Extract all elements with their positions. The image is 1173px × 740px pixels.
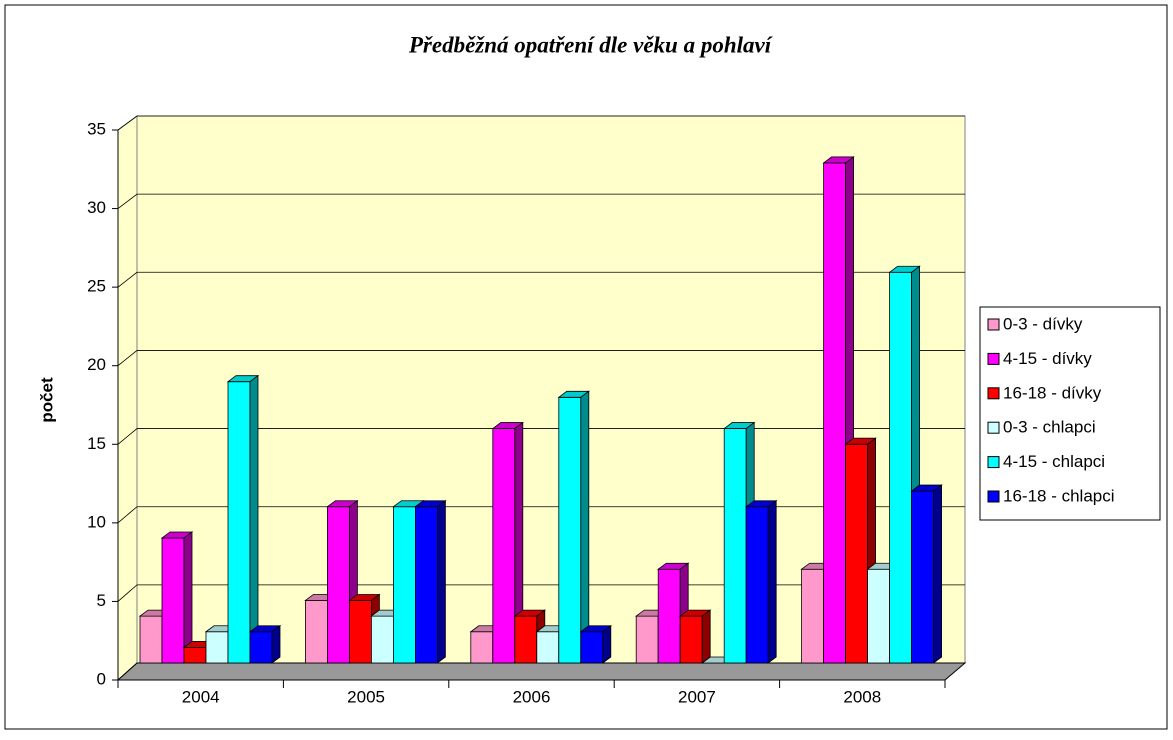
bar-front	[183, 646, 207, 664]
bar-side	[271, 624, 281, 664]
bar	[414, 499, 447, 664]
x-tick-label: 2006	[513, 687, 551, 706]
bar-front	[139, 615, 163, 664]
bar-front	[161, 537, 185, 664]
bar-front	[723, 428, 747, 664]
bar	[844, 437, 877, 664]
bar-side	[436, 499, 446, 664]
bar-front	[392, 506, 416, 664]
bar-front	[370, 615, 394, 664]
bar-front	[205, 631, 229, 664]
bar-front	[889, 271, 912, 664]
y-tick-label: 20	[87, 355, 106, 374]
x-tick-label: 2005	[347, 687, 385, 706]
legend-swatch	[987, 387, 1000, 400]
bar-side	[580, 390, 590, 664]
floor	[116, 662, 967, 681]
bar	[248, 624, 282, 664]
y-tick-label: 5	[97, 591, 106, 610]
legend	[979, 306, 1161, 521]
y-tick-label: 30	[87, 198, 106, 217]
grid-line	[117, 115, 965, 131]
x-tick-label: 2007	[678, 687, 716, 706]
bar	[326, 499, 359, 664]
legend-label: 4-15 - chlapci	[1003, 452, 1105, 471]
bar-front	[414, 506, 438, 664]
bar-front	[536, 631, 560, 664]
grid-line	[117, 506, 965, 524]
legend-label: 0-3 - chlapci	[1003, 418, 1096, 437]
bar	[745, 499, 778, 664]
bar-front	[823, 162, 846, 664]
bar-front	[514, 615, 538, 664]
grid-line	[117, 584, 965, 602]
bar-front	[657, 568, 681, 664]
bar	[160, 531, 194, 664]
legend-swatch	[987, 456, 1000, 469]
bar-front	[679, 615, 703, 664]
bar	[557, 390, 590, 664]
chart-title: Předběžná opatření dle věku a pohlaví	[408, 32, 773, 57]
bar	[226, 374, 260, 664]
grid-line	[117, 428, 965, 445]
y-tick-label: 0	[97, 669, 106, 688]
side-wall	[117, 115, 138, 682]
y-axis-label: počet	[37, 377, 56, 423]
bar-side	[701, 609, 711, 664]
legend-swatch	[987, 490, 1000, 503]
legend-swatch	[987, 421, 1000, 434]
x-tick-label: 2004	[182, 687, 220, 706]
bar-front	[249, 631, 273, 664]
bar-front	[635, 615, 659, 664]
y-tick-label: 25	[87, 277, 106, 296]
bar-front	[801, 568, 824, 664]
legend-swatch	[987, 318, 1000, 331]
bar-front	[348, 600, 372, 664]
bar-front	[304, 600, 328, 664]
bar-side	[933, 484, 942, 664]
bar	[579, 624, 612, 664]
grid-line	[117, 271, 965, 288]
grid-line	[117, 193, 965, 209]
grid-line	[117, 350, 965, 367]
bar-side	[249, 374, 259, 664]
bar-side	[602, 624, 612, 664]
bar-front	[492, 428, 516, 664]
bar-front	[326, 506, 350, 664]
legend-label: 16-18 - dívky	[1003, 383, 1102, 402]
bar-front	[867, 568, 890, 664]
x-tick-label: 2008	[843, 687, 881, 706]
y-tick-label: 15	[87, 434, 106, 453]
bar	[491, 421, 524, 664]
bar-front	[911, 490, 934, 664]
bar	[910, 484, 943, 664]
y-tick-label: 10	[87, 512, 106, 531]
bar-front	[558, 396, 582, 664]
bar-front	[845, 443, 868, 664]
bar-front	[470, 631, 494, 664]
legend-label: 0-3 - dívky	[1003, 314, 1083, 333]
bar-side	[767, 499, 777, 664]
bar	[679, 609, 712, 664]
legend-label: 16-18 - chlapci	[1003, 486, 1115, 505]
legend-label: 4-15 - dívky	[1003, 349, 1092, 368]
bar-front	[745, 506, 769, 664]
bar-front	[227, 381, 251, 664]
bar-front	[580, 631, 604, 664]
y-tick-label: 35	[87, 119, 106, 138]
legend-swatch	[987, 352, 1000, 365]
